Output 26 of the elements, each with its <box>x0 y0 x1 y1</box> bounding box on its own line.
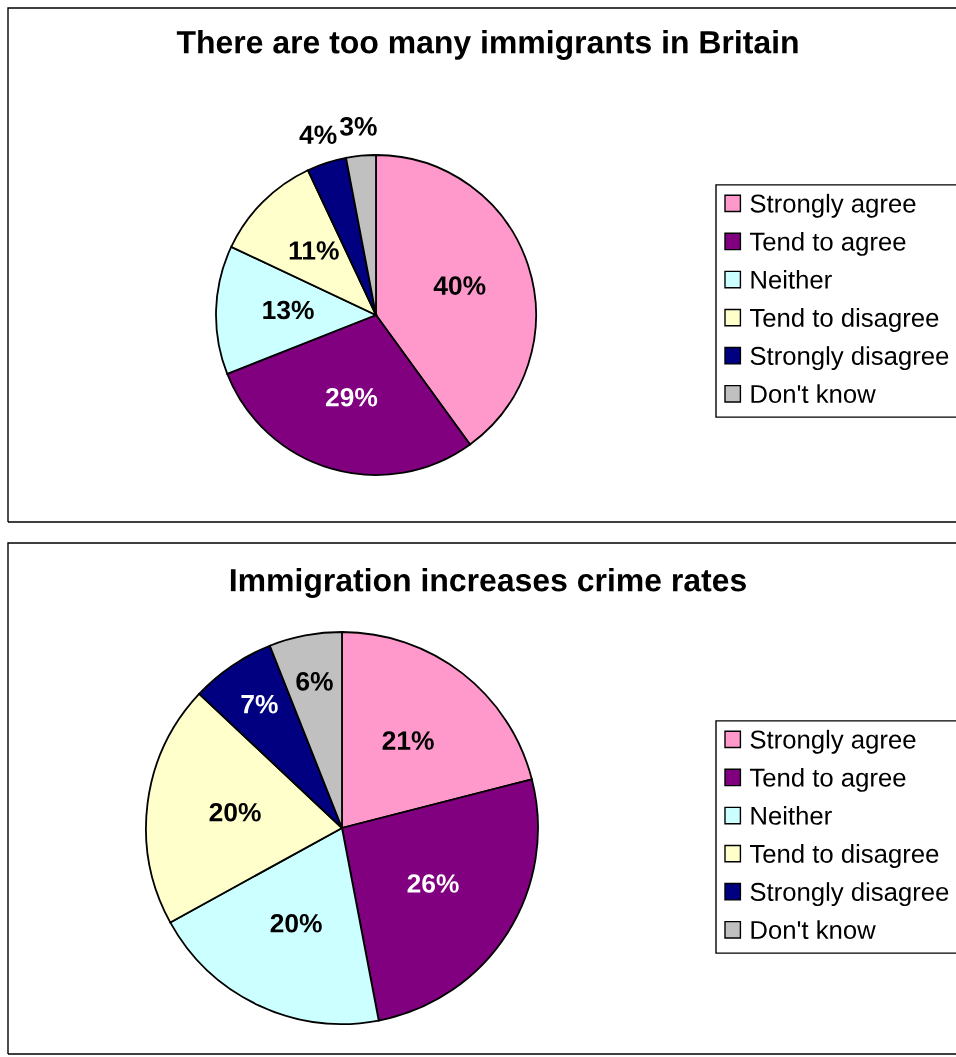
data-label: 20% <box>209 802 261 822</box>
data-label: 29% <box>325 387 378 407</box>
data-label: 7% <box>241 694 278 714</box>
legend-label: Strongly disagree <box>750 346 949 371</box>
legend-label: Tend to disagree <box>749 844 939 869</box>
data-label: 4% <box>299 125 337 144</box>
legend-label: Strongly disagree <box>750 882 949 907</box>
legend-label: Don't know <box>751 920 876 940</box>
legend-label: Don't know <box>751 384 876 404</box>
data-label: 26% <box>407 874 459 893</box>
data-label: 6% <box>296 672 333 691</box>
data-label: 20% <box>270 913 322 933</box>
data-label: 3% <box>339 117 377 136</box>
legend-label: Tend to agree <box>749 767 906 792</box>
legend-label: Tend to disagree <box>749 308 939 333</box>
legend-label: Strongly agree <box>750 193 916 218</box>
data-label: 40% <box>433 276 486 295</box>
legend-label: Neither <box>751 805 832 825</box>
chart-title: There are too many immigrants in Britain <box>176 30 798 60</box>
chart-title: Immigration increases crime rates <box>230 568 746 598</box>
legend-label: Neither <box>751 269 832 289</box>
data-label: 13% <box>263 300 314 320</box>
data-label: 11% <box>289 241 339 260</box>
data-label: 21% <box>382 731 434 750</box>
legend-label: Tend to agree <box>749 231 906 256</box>
legend-label: Strongly agree <box>750 729 916 754</box>
